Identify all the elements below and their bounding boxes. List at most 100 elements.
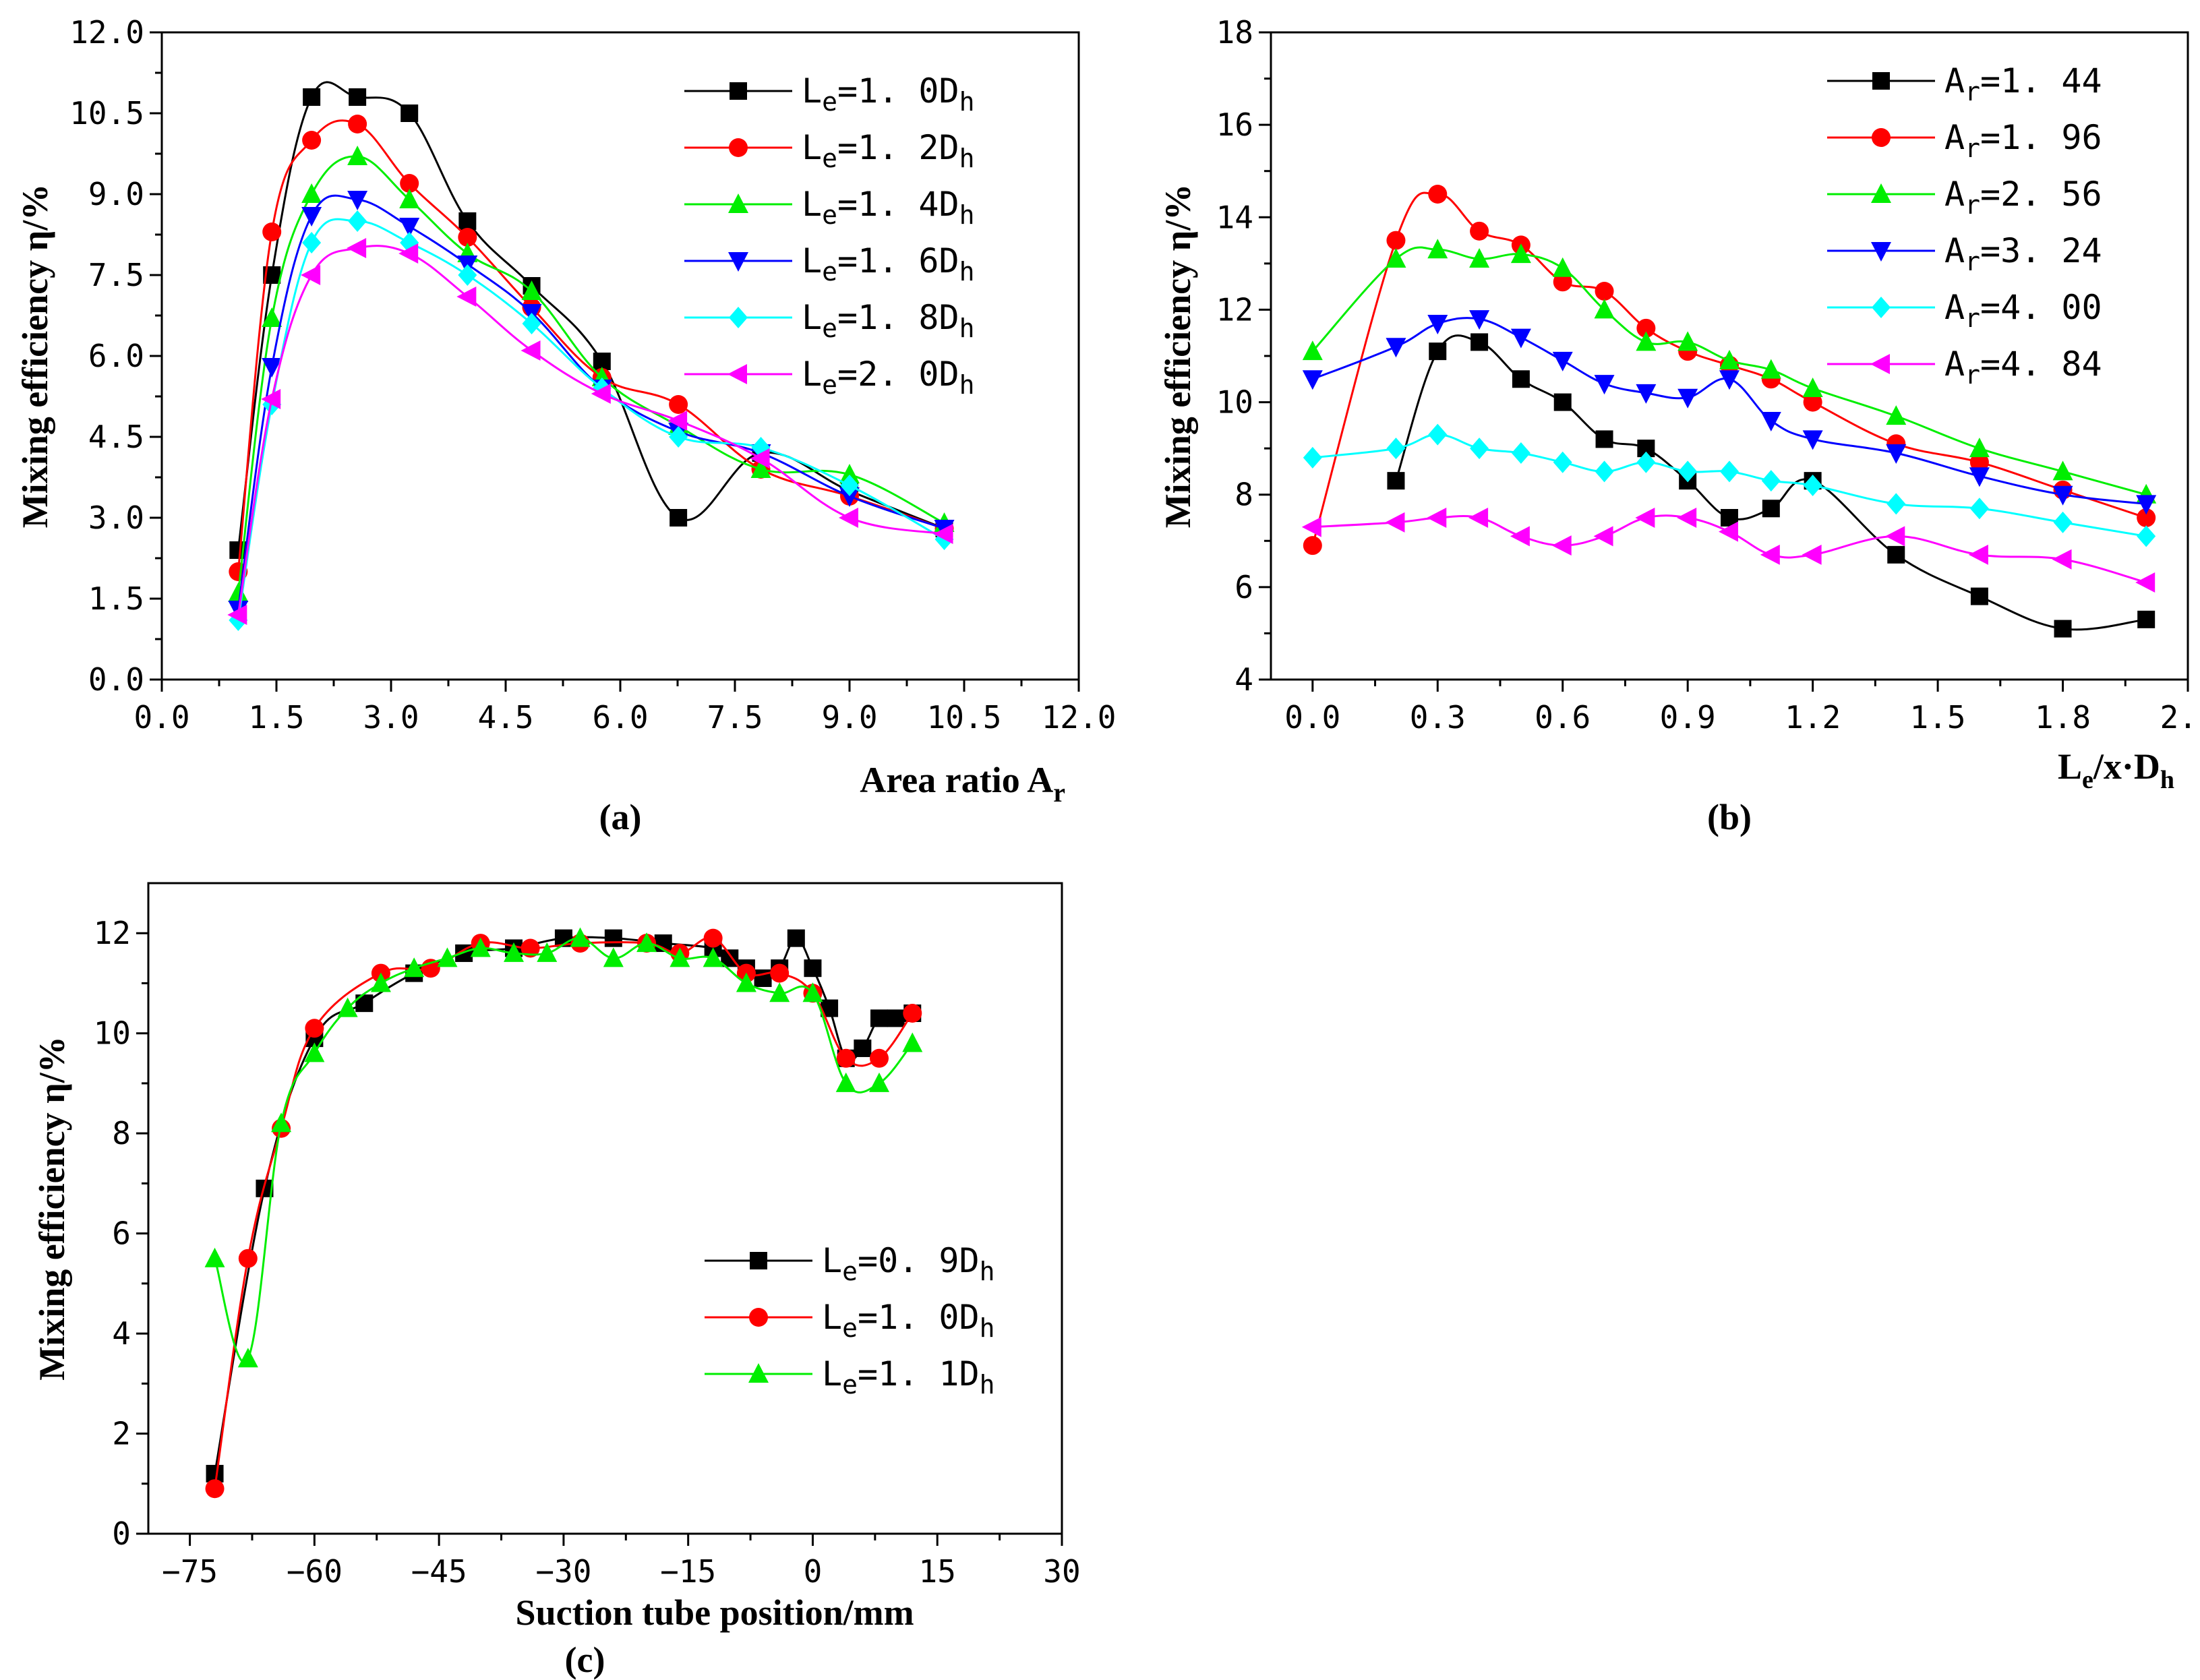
legend-label-main: L [822,1354,842,1393]
legend-marker-1 [1872,72,1890,90]
data-point-s5-6 [1553,451,1572,473]
data-point-s3-11 [1760,359,1781,379]
data-point-s5-3 [1428,423,1448,446]
legend-marker-1 [730,82,747,100]
x-tick-label: −30 [535,1553,591,1590]
panel-label: (a) [599,797,642,837]
data-point-s3-4 [347,146,368,165]
legend-label-suffix: =0. 9D [858,1241,980,1280]
data-point-s6-2 [1385,512,1405,533]
x-tick-label: 7.5 [707,699,763,736]
data-point-s6-4 [1468,508,1489,528]
y-tick-label: 8 [112,1115,131,1151]
data-point-s6-7 [1593,526,1613,547]
legend-label-sub: r [1965,133,1980,163]
data-point-s3-1 [204,1247,225,1267]
y-tick-label: 18 [1216,14,1253,51]
legend-label-main: L [802,185,822,224]
data-point-s4-16 [2136,495,2157,515]
legend-marker-1 [750,1252,767,1269]
data-point-s1-9 [604,929,622,947]
series-line-1 [214,936,913,1474]
data-point-s6-15 [2052,549,2072,570]
legend-label-suffix: =3. 24 [1980,231,2102,270]
legend-label-sub: e [822,257,837,287]
data-point-s3-3 [271,1112,292,1133]
y-tick-label: 6 [112,1216,131,1252]
x-tick-label: 0.0 [133,699,189,736]
data-point-s2-6 [1553,272,1572,292]
data-point-s6-3 [301,265,321,285]
x-tick-label: 0 [804,1553,823,1590]
data-point-s3-1 [1302,340,1323,361]
data-point-s4-15 [2052,485,2073,506]
data-point-s3-11 [537,942,558,962]
legend-label-main: A [1944,231,1965,270]
data-point-s1-22 [887,1009,905,1027]
data-point-s6-7 [521,340,541,361]
legend-label-2: Le=1. 2Dh [802,128,975,173]
data-point-s5-11 [840,475,859,496]
legend-label-suffix: =1. 6D [837,241,959,280]
data-point-s3-11 [839,464,860,483]
data-point-s4-1 [1302,370,1323,390]
data-point-s3-2 [237,1348,258,1368]
data-point-s3-15 [670,947,690,967]
data-point-s3-10 [750,458,771,478]
legend-label-suffix-sub: h [959,200,975,230]
legend-marker-3 [1871,183,1891,203]
data-point-s1-20 [854,1039,872,1057]
y-tick-label: 6 [1235,569,1253,605]
data-point-s3-5 [399,189,420,208]
x-tick-label: 0.3 [1410,699,1466,736]
legend-label-4: Le=1. 6Dh [802,241,975,287]
x-tick-label: 3.0 [363,699,419,736]
legend-label-5: Le=1. 8Dh [802,298,975,343]
x-tick-label: 30 [1043,1553,1080,1590]
legend-label-2: Ar=1. 96 [1944,118,2102,163]
data-point-s3-5 [1510,243,1531,264]
data-point-s6-8 [1635,508,1655,528]
legend-label-sub: e [842,1257,858,1286]
legend-label-suffix: =1. 96 [1980,118,2102,157]
legend-label-2: Le=1. 0Dh [822,1298,995,1343]
data-point-s6-12 [1802,544,1822,565]
legend-label-main: L [802,241,822,280]
data-point-s3-2 [262,307,283,327]
data-point-s6-5 [398,243,419,264]
data-point-s1-12 [1887,545,1905,564]
data-point-s3-12 [570,927,591,947]
data-point-s2-5 [400,174,419,193]
y-tick-label: 8 [1235,477,1253,513]
data-point-s5-7 [522,313,541,334]
panel-a: 0.0 1.5 3.0 4.5 6.0 7.5 9.0 10.5 12.0 0.0 1.5 3.0 4.… [15,14,1116,837]
data-point-s5-14 [1969,498,1989,520]
data-point-s3-8 [437,947,458,967]
legend-label-suffix: =1. 8D [837,298,959,337]
data-point-s2-16 [836,1048,856,1068]
legend-label-sub: e [822,313,837,343]
data-point-s1-4 [355,994,374,1013]
data-point-s4-6 [1552,351,1573,371]
data-point-s3-14 [636,932,657,953]
data-point-s1-10 [1762,500,1780,518]
x-axis-title: Le/x·Dh [2058,746,2174,794]
legend-label-main: A [1944,344,1965,384]
legend-label-main: L [802,355,822,394]
data-point-s4-7 [1594,375,1615,395]
x-tick-label: 12.0 [1042,699,1117,736]
data-point-s5-16 [2137,525,2156,547]
x-axis-title-sub: r [1053,777,1065,808]
y-tick-label: 3.0 [88,500,144,536]
legend-label-suffix-sub: h [980,1370,995,1400]
data-point-s6-9 [1677,508,1697,528]
data-point-s6-14 [1968,544,1988,565]
data-point-s4-13 [1886,444,1907,464]
data-point-s2-1 [1303,536,1322,556]
legend-label-sub: r [1965,77,1980,107]
data-point-s3-2 [1386,248,1406,268]
x-tick-label: 2.1 [2160,699,2200,736]
y-tick-label: 12 [94,915,131,951]
data-point-s2-12 [703,928,723,948]
y-tick-label: 4 [112,1315,131,1352]
